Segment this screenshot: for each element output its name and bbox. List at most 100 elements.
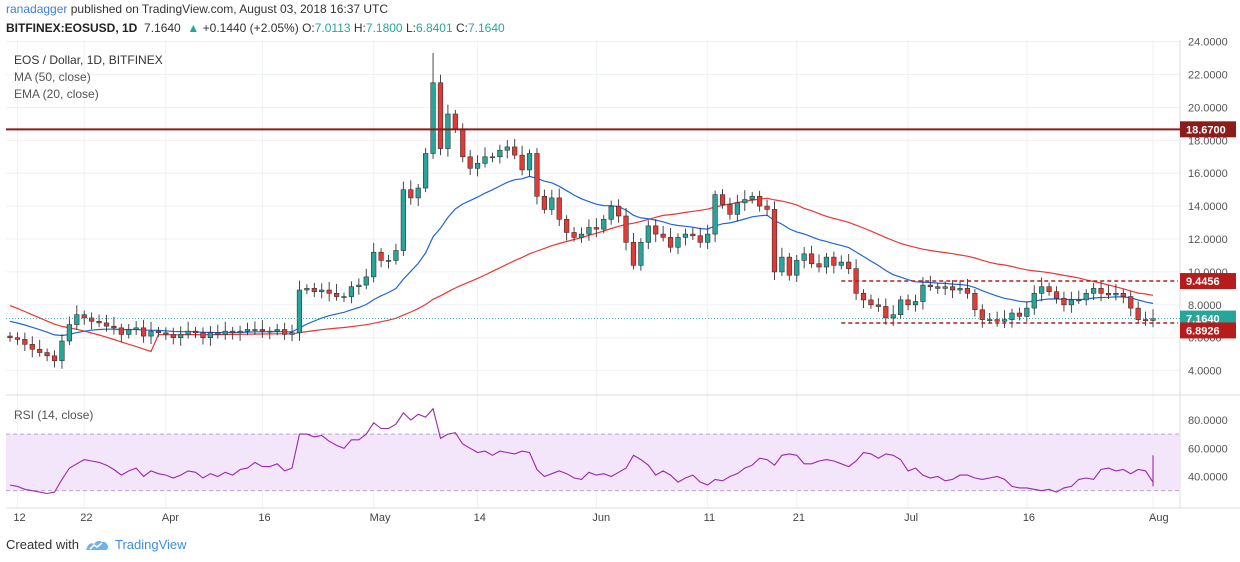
- candle-body: [504, 146, 510, 151]
- high-value: 7.1800: [365, 21, 403, 35]
- candle-body: [274, 329, 280, 332]
- x-tick-label: 11: [704, 512, 715, 524]
- candle-body: [564, 218, 570, 233]
- candle-body: [460, 128, 466, 158]
- candle-body: [474, 163, 481, 169]
- candle-body: [482, 156, 488, 164]
- candle-body: [467, 156, 473, 169]
- candle-body: [831, 256, 837, 266]
- candle-body: [801, 253, 807, 261]
- candle-body: [660, 233, 666, 238]
- candle-body: [185, 330, 191, 335]
- candle-body: [653, 225, 659, 235]
- candle-body: [126, 329, 132, 335]
- ema-line: [9, 175, 1154, 337]
- candle-body: [66, 324, 72, 342]
- candle-body: [1142, 319, 1149, 321]
- candle-body: [608, 205, 614, 220]
- candle-body: [81, 314, 87, 319]
- tag-range-bottom-bg: [1180, 322, 1236, 339]
- candle-body: [140, 327, 147, 337]
- last-price: 7.1640: [144, 21, 181, 35]
- x-tick-label: 12: [13, 512, 25, 524]
- candle-body: [534, 153, 540, 197]
- candle-body: [950, 286, 956, 291]
- candle-body: [890, 314, 896, 319]
- open-value: 7.0113: [314, 21, 351, 35]
- candle-body: [1039, 286, 1045, 294]
- author-link[interactable]: ranadagger: [6, 2, 68, 16]
- x-tick-label: 22: [80, 512, 92, 524]
- candle-body: [764, 205, 770, 210]
- candle-body: [994, 319, 1000, 322]
- candle-body: [371, 251, 377, 278]
- candle-body: [408, 189, 414, 199]
- candle-body: [987, 319, 993, 321]
- candle-body: [690, 233, 696, 237]
- candle-body: [133, 327, 139, 330]
- candle-body: [348, 286, 355, 297]
- tradingview-link[interactable]: TradingView: [114, 537, 187, 552]
- candle-body: [719, 194, 726, 205]
- candle-body: [296, 289, 303, 334]
- candle-body: [593, 227, 599, 230]
- candle-body: [44, 352, 50, 357]
- candle-body: [7, 335, 13, 339]
- candle-body: [912, 301, 919, 306]
- legend-ma: MA (50, close): [14, 70, 91, 84]
- y-tick-label: 8.0000: [1188, 300, 1222, 312]
- candle-body: [808, 253, 815, 265]
- rsi-tick-label: 60.0000: [1188, 443, 1228, 455]
- candle-body: [400, 189, 406, 251]
- candle-body: [957, 288, 963, 291]
- candle-body: [222, 330, 228, 335]
- candle-body: [163, 332, 169, 335]
- rsi-tick-label: 40.0000: [1188, 472, 1228, 484]
- candle-body: [437, 82, 444, 149]
- candle-body: [541, 195, 547, 210]
- tag-range-bottom: 6.8926: [1186, 325, 1220, 337]
- y-tick-label: 16.0000: [1188, 168, 1228, 180]
- candle-body: [378, 251, 384, 261]
- candle-body: [601, 218, 607, 230]
- candle-body: [452, 113, 458, 130]
- chart-legend: EOS / Dollar, 1D, BITFINEX MA (50, close…: [14, 52, 163, 103]
- candle-body: [244, 329, 251, 332]
- candle-body: [37, 348, 43, 353]
- candle-body: [868, 299, 874, 306]
- candle-body: [1068, 299, 1074, 306]
- candle-body: [526, 153, 533, 171]
- candle-body: [304, 288, 310, 291]
- candle-body: [59, 340, 65, 362]
- candle-body: [155, 330, 162, 334]
- candle-body: [1009, 312, 1015, 320]
- candle-body: [111, 325, 117, 329]
- candle-body: [675, 237, 681, 248]
- candle-body: [326, 289, 332, 294]
- tradingview-logo-icon: [85, 540, 108, 550]
- candle-body: [1031, 293, 1037, 309]
- candle-body: [519, 154, 525, 171]
- candle-body: [1061, 297, 1067, 306]
- candle-body: [875, 304, 881, 307]
- candle-body: [96, 320, 102, 324]
- candle-body: [363, 276, 369, 286]
- candle-body: [267, 330, 273, 333]
- candle-body: [497, 149, 503, 158]
- price-chart[interactable]: 24.0000 22.0000 20.0000 18.0000 16.0000 14.00…: [0, 0, 1240, 530]
- candle-body: [1113, 293, 1119, 296]
- footer: Created with TradingView: [6, 537, 187, 552]
- candle-body: [727, 204, 733, 215]
- candle-body: [148, 330, 154, 337]
- y-tick-label: 4.0000: [1188, 366, 1222, 378]
- candle-body: [1016, 312, 1023, 317]
- candle-body: [51, 355, 58, 362]
- x-tick-label: 21: [793, 512, 805, 524]
- candle-body: [927, 284, 933, 288]
- candle-body: [170, 334, 176, 339]
- candle-body: [282, 329, 288, 335]
- candle-body: [757, 195, 763, 207]
- tag-range-top-bg: [1180, 273, 1236, 290]
- chart-title: EOS / Dollar, 1D, BITFINEX: [14, 53, 163, 67]
- candle-body: [979, 309, 985, 320]
